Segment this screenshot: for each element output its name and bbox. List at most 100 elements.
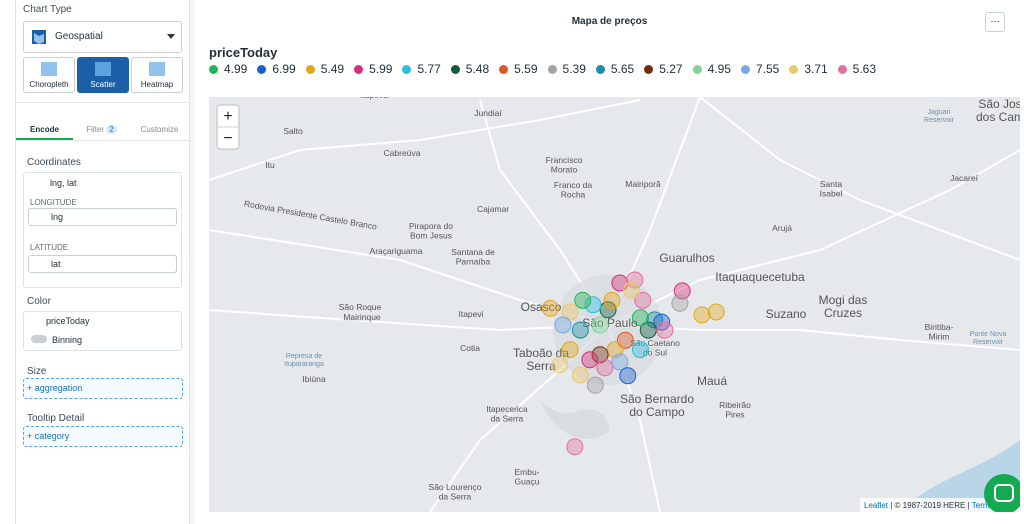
chart-type: Geospatial [55, 31, 103, 42]
point [561, 341, 579, 359]
map-label-line: Francisco [546, 155, 583, 165]
map-label: Cabreúva [384, 148, 421, 158]
point [631, 309, 649, 327]
subtype-button[interactable]: Heatmap [131, 57, 183, 93]
map-label: Ponte Nova Reservoir [970, 331, 1007, 346]
section-label: Tooltip Detail [27, 413, 85, 424]
map-label: São Roque [339, 302, 382, 312]
map-label: Itaquaquecetuba [715, 270, 805, 284]
legend-swatch [209, 64, 218, 74]
color-card: priceToday Binning [23, 311, 182, 351]
subtype-button[interactable]: Scatter [77, 57, 129, 93]
legend-item: 5.77 [402, 62, 441, 76]
points [541, 271, 725, 456]
map-label-line: da Serra [491, 414, 524, 424]
tab-label: Filter [86, 125, 105, 134]
map-label-line: Itu [265, 160, 275, 170]
field-pill[interactable]: lat [28, 255, 177, 273]
tab-label: Encode [30, 125, 59, 134]
point [671, 294, 689, 312]
icon [32, 30, 46, 44]
point [586, 376, 604, 394]
map-label-line: Itaquaquecetuba [715, 270, 805, 284]
map-label-line: São Jos [978, 97, 1020, 111]
legend-swatch [595, 64, 605, 74]
point [646, 311, 664, 329]
map-label: Santana de Parnaíba [451, 247, 495, 267]
map-label-line: Itapecerica [486, 404, 528, 414]
map-label: Arujá [772, 223, 792, 233]
tab[interactable]: Filter 2 [73, 125, 130, 134]
menu-button[interactable]: ··· [985, 12, 1005, 32]
map-label-line: Morato [551, 165, 578, 175]
legend-label: 6.99 [272, 62, 296, 76]
map-label-line: Mogi das [819, 293, 868, 307]
legend-swatch [644, 64, 654, 74]
legend-item: 5.99 [354, 62, 392, 76]
legend-item: 5.27 [644, 62, 683, 76]
map-label: Embu-Guaçu [514, 467, 539, 487]
legend-item: 5.59 [499, 62, 538, 76]
map-label-line: Jundiaí [474, 108, 502, 118]
subtypes: Choropleth Scatter Heatmap [23, 57, 183, 93]
attribution: Leaflet | © 1987-2019 HERE | Term [864, 501, 990, 510]
tab[interactable]: Customize [130, 125, 189, 134]
legend-label: 5.49 [320, 62, 345, 76]
section-label: Color [27, 296, 51, 307]
divider [16, 102, 189, 103]
map-label-line: Santana de [451, 247, 495, 257]
zoom-out[interactable]: − [223, 130, 232, 147]
toggle[interactable] [31, 335, 47, 343]
field-label: LONGITUDE [30, 198, 77, 207]
map-label-line: Santa [820, 179, 842, 189]
add-field[interactable]: + category [23, 426, 183, 447]
map-label-line: Cabreúva [384, 148, 421, 158]
tab[interactable]: Encode [16, 112, 73, 140]
map-label: Mauá [697, 374, 727, 388]
map-label: Cajamar [477, 204, 509, 214]
legend-item: 7.55 [740, 62, 779, 76]
legend-item: 6.99 [257, 62, 296, 76]
map-label: Pirapora do Bom Jesus [409, 221, 453, 241]
legend-swatch [354, 64, 364, 74]
point [554, 316, 572, 334]
chat-button[interactable] [984, 474, 1020, 512]
point [574, 291, 592, 309]
legend-item: 5.39 [547, 62, 586, 76]
subtype-icon [95, 62, 111, 76]
subtype-button[interactable]: Choropleth [23, 57, 75, 93]
attribution-link[interactable]: Leaflet [864, 501, 889, 510]
sidebar: Chart Type Geospatial Choropleth Scatter H… [15, 0, 190, 524]
map-label-line: da Serra [439, 492, 472, 502]
attribution-link[interactable]: Term [972, 501, 990, 510]
field-pill[interactable]: lng [28, 208, 177, 226]
legend-swatch [450, 64, 460, 74]
legend-item: 4.95 [692, 62, 731, 76]
point [603, 291, 621, 309]
map-label-line: Mairinque [343, 312, 381, 322]
map-label-line: Pirapora do [409, 221, 453, 231]
legend: 4.99 6.99 5.49 5.99 5.77 5.48 5.59 5.39 5.65 5.27… [209, 62, 876, 76]
legend-item: 5.65 [595, 62, 634, 76]
point [599, 301, 617, 319]
legend-label: 5.63 [852, 62, 877, 76]
map-label-line: Itupeva [360, 97, 388, 100]
section-label: Size [27, 366, 47, 377]
map-label-line: Itapevi [458, 309, 483, 319]
legend-item: 5.49 [305, 62, 345, 76]
map-label: Suzano [766, 307, 807, 321]
map-label-line: Jacareí [950, 173, 979, 183]
legend-swatch [402, 64, 412, 74]
point [693, 306, 711, 324]
map-label-line: São Paulo [582, 316, 638, 330]
map-label-line: Araçariguama [370, 246, 423, 256]
field-label: LATITUDE [30, 243, 69, 252]
legend-swatch [789, 64, 799, 74]
map-label-line: Serra [526, 359, 556, 373]
legend-swatch [547, 64, 557, 74]
zoom-in[interactable]: + [223, 108, 232, 125]
subtype-label: Choropleth [29, 80, 69, 89]
add-field[interactable]: + aggregation [23, 378, 183, 399]
chart-type-select[interactable]: Geospatial [23, 21, 182, 53]
map-label: Araçariguama [370, 246, 423, 256]
